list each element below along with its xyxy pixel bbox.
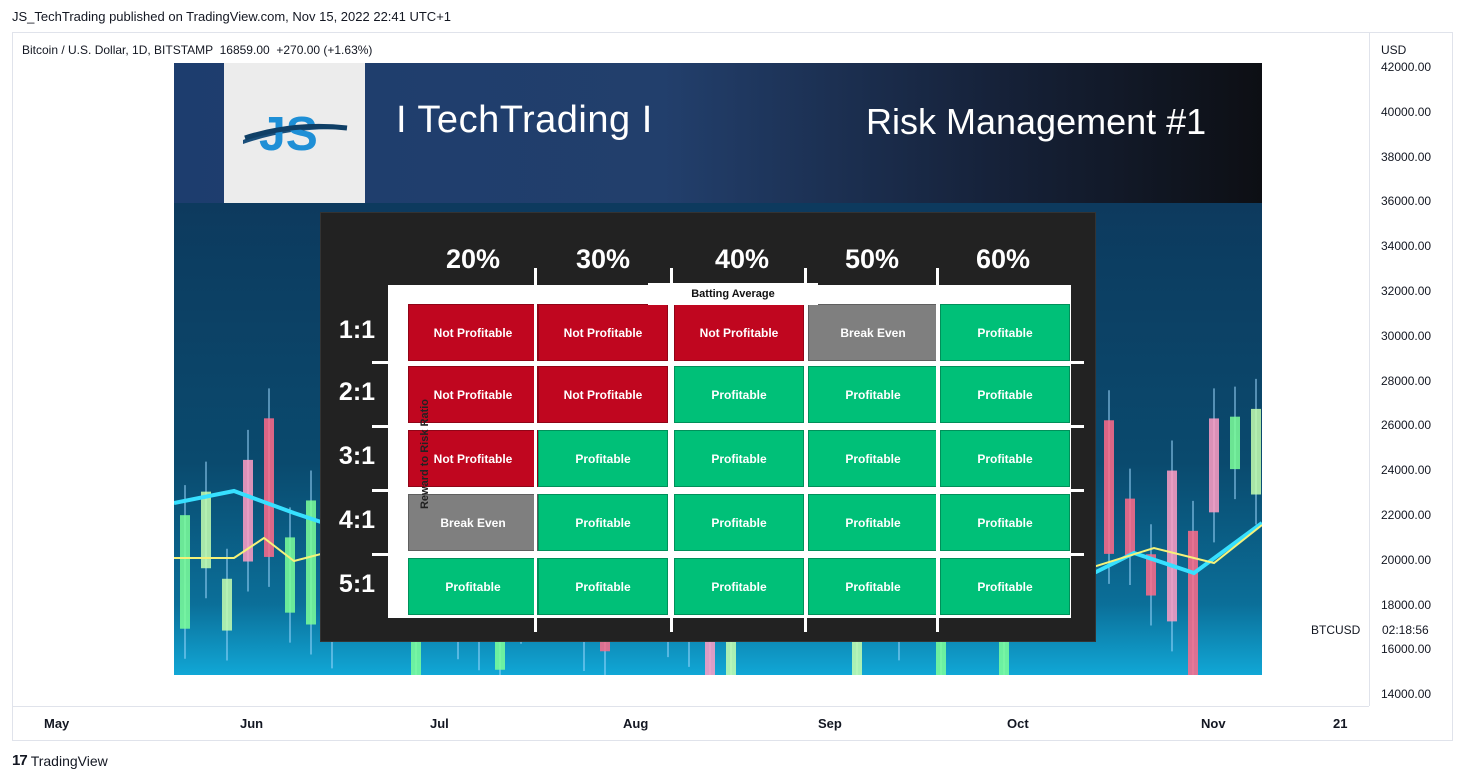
table-cell: Profitable [674,494,804,551]
candle-body [1104,420,1114,554]
row-header: 4:1 [338,506,376,534]
grid-hline [372,361,1084,364]
table-cell: Profitable [538,558,668,615]
table-cell: Profitable [674,366,804,423]
table-cell: Profitable [808,558,938,615]
price-tick: 38000.00 [1381,149,1432,164]
batting-average-label: Batting Average [648,283,818,305]
grid-hline [372,425,1084,428]
price-tick: 26000.00 [1381,418,1432,433]
table-cell: Profitable [808,366,938,423]
table-cell: Profitable [940,430,1070,487]
reward-to-risk-label: Reward to Risk Ratio [419,398,431,510]
price-tick: 34000.00 [1381,239,1432,254]
column-header: 40% [714,244,770,274]
price-tick: 22000.00 [1381,508,1432,522]
time-axis-separator [13,706,1369,707]
row-header: 3:1 [338,442,376,470]
table-cell: Not Profitable [674,304,804,361]
price-tick: 32000.00 [1381,284,1432,298]
price-tick: 16000.00 [1381,642,1432,657]
price-tick: 24000.00 [1381,463,1432,478]
grid-vline [804,268,807,632]
candle-body [1146,554,1156,596]
js-logo-icon: JS [242,108,347,161]
candle-body [1251,408,1261,495]
price-tick: 14000.00 [1381,687,1432,702]
tradingview-brand: TradingView [30,752,108,769]
date-tick: Oct [1007,716,1029,731]
candle-body [1230,416,1240,470]
price-tick: 28000.00 [1381,373,1432,388]
tradingview-logo-icon: 17 [12,752,28,769]
table-cell: Not Profitable [538,366,668,423]
candle-body [180,515,190,629]
date-tick: May [44,716,70,731]
column-header: 20% [445,244,501,274]
candle-body [1188,530,1198,675]
table-cell: Profitable [940,558,1070,615]
js-logo: JS [224,63,365,203]
grid-vline [534,268,537,632]
grid-hline [372,553,1084,556]
date-tick: Nov [1201,716,1226,731]
currency-label: USD [1381,43,1407,57]
candle-body [285,537,295,613]
table-cell: Profitable [808,430,938,487]
table-cell: Profitable [940,494,1070,551]
candle-body [1125,498,1135,555]
candle-body [1167,470,1177,622]
row-header: 5:1 [338,570,376,598]
date-tick: Jun [240,716,264,731]
candle-body [201,491,211,569]
date-tick: 21 [1333,716,1348,731]
chart-frame [12,32,1453,741]
candle-body [243,459,253,562]
table-cell: Not Profitable [408,366,538,423]
candle-body [222,578,232,631]
grid-vline [670,268,673,632]
table-cell: Profitable [940,366,1070,423]
banner-title: Risk Management #1 [866,101,1207,142]
ticker-label: BTCUSD [1311,623,1361,637]
price-tick: 20000.00 [1381,552,1432,567]
table-cell: Profitable [940,304,1070,361]
table-cell: Break Even [808,304,938,361]
price-tick: 40000.00 [1381,104,1432,119]
candle-body [1209,418,1219,513]
column-header: 30% [575,244,631,274]
table-cell: Profitable [674,558,804,615]
candle-body [306,500,316,625]
price-tick: 42000.00 [1381,60,1432,74]
table-cell: Profitable [674,430,804,487]
date-tick: Aug [623,716,649,731]
table-cell: Not Profitable [408,304,538,361]
bar-countdown: 02:18:56 [1382,623,1429,637]
table-cell: Not Profitable [408,430,538,487]
price-tick: 30000.00 [1381,328,1432,343]
table-cell: Profitable [808,494,938,551]
grid-hline [372,489,1084,492]
row-header: 1:1 [338,316,376,344]
table-cell: Profitable [538,430,668,487]
publish-header: JS_TechTrading published on TradingView.… [12,9,452,24]
price-axis-separator [1369,33,1370,706]
table-cell: Not Profitable [538,304,668,361]
table-cell: Profitable [408,558,538,615]
table-cell: Profitable [538,494,668,551]
candle-body [264,418,274,557]
price-tick: 36000.00 [1381,194,1432,209]
date-tick: Jul [430,716,449,731]
grid-vline [936,268,939,632]
row-header: 2:1 [338,378,376,406]
logo-text: JS [259,108,318,161]
date-tick: Sep [818,716,842,731]
column-header: 50% [844,244,900,274]
banner-brand: I TechTrading I [396,99,653,141]
table-cell: Break Even [408,494,538,551]
column-header: 60% [975,244,1031,274]
price-tick: 18000.00 [1381,597,1432,612]
symbol-info[interactable]: Bitcoin / U.S. Dollar, 1D, BITSTAMP 1685… [22,43,373,57]
tradingview-logo[interactable]: 17 TradingView [12,752,108,769]
